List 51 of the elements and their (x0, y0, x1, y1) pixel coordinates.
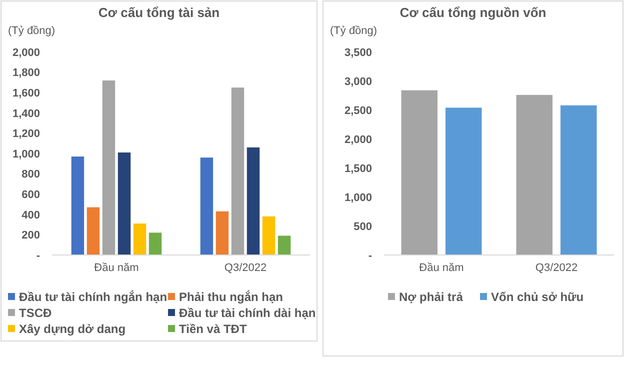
y-tick-label: 1,000 (12, 148, 40, 160)
y-tick-label: 600 (22, 188, 40, 201)
y-tick-label: 3,500 (344, 46, 372, 59)
y-tick-label: 2,500 (344, 104, 372, 117)
x-tick-label: Đầu năm (94, 262, 139, 274)
bar (560, 105, 597, 255)
y-tick-label: 500 (354, 220, 372, 233)
bar (118, 152, 131, 255)
y-tick-label: - (368, 250, 372, 262)
y-tick-label: 800 (22, 168, 40, 181)
y-tick-label: 3,000 (344, 76, 372, 88)
legend-label: Phải thu ngắn hạn (179, 290, 283, 304)
legend-label: Xây dựng dở dang (19, 322, 126, 336)
x-tick-label: Q3/2022 (224, 262, 267, 274)
y-tick-label: 400 (22, 209, 40, 222)
bar (445, 108, 482, 255)
legend-label: Tiền và TĐT (179, 322, 248, 336)
bar (278, 236, 291, 255)
y-tick-label: 1,800 (12, 67, 40, 80)
legend-label: Đầu tư tài chính dài hạn (179, 306, 316, 320)
chart-title: Cơ cấu tổng nguồn vốn (400, 5, 546, 20)
y-axis-title: (Tỷ đồng) (8, 25, 56, 37)
y-tick-label: 1,400 (12, 108, 40, 120)
y-tick-label: 1,600 (12, 87, 40, 100)
legend-label: Nợ phải trả (399, 290, 464, 304)
legend-label: Đầu tư tài chính ngắn hạn (19, 290, 168, 304)
bar (102, 80, 116, 255)
y-tick-label: - (36, 250, 40, 262)
x-tick-label: Q3/2022 (535, 262, 578, 274)
y-tick-label: 1,200 (12, 128, 40, 140)
y-tick-label: 2,000 (344, 134, 372, 146)
y-tick-label: 1,500 (344, 162, 372, 175)
chart-title: Cơ cấu tổng tài sản (98, 5, 220, 20)
y-axis-title: (Tỷ đồng) (330, 25, 378, 37)
bar (71, 156, 84, 255)
legend-label: TSCĐ (19, 306, 52, 320)
bar (516, 94, 553, 255)
bar (148, 232, 162, 255)
x-tick-label: Đầu năm (419, 262, 464, 274)
y-tick-label: 2,000 (12, 46, 40, 59)
bar (86, 207, 100, 255)
bar (401, 90, 438, 255)
bar (133, 224, 146, 255)
y-tick-label: 200 (22, 230, 40, 242)
bar (262, 216, 276, 255)
bar (216, 211, 229, 255)
bar (246, 147, 260, 255)
legend-label: Vốn chủ sở hữu (491, 290, 584, 304)
y-tick-label: 1,000 (344, 192, 372, 204)
bar (200, 158, 214, 255)
bar (231, 88, 244, 255)
